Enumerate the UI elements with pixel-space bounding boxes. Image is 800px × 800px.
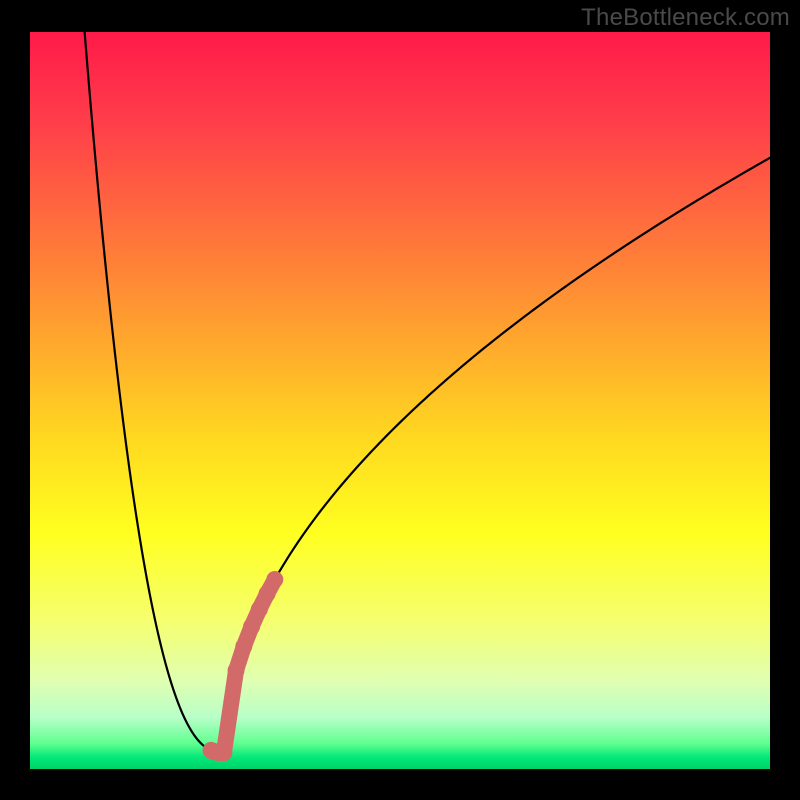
trough-marker-bead [259,585,276,602]
chart-svg [0,0,800,800]
trough-marker-bead [235,638,252,655]
trough-marker-bead [243,618,260,635]
trough-marker-bead [266,571,283,588]
trough-marker-bead [215,744,232,761]
chart-container: TheBottleneck.com [0,0,800,800]
trough-marker-bead [251,601,268,618]
plot-background [30,32,770,769]
trough-marker-bead [228,662,245,679]
watermark-text: TheBottleneck.com [581,4,790,32]
